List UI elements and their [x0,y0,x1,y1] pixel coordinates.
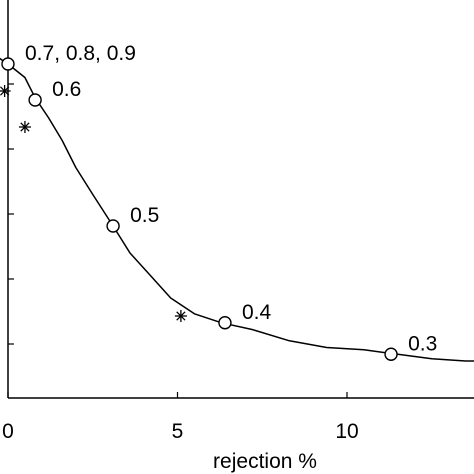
data-point-label: 0.5 [130,204,159,227]
data-point-label: 0.6 [52,78,81,101]
x-tick-label: 0 [2,420,14,443]
series-line [0,57,474,362]
data-point-label: 0.3 [408,332,437,355]
star-stroke [0,86,10,96]
data-point-label: 0.7, 0.8, 0.9 [25,42,136,65]
star-marker [0,85,11,97]
data-point-marker [28,93,42,107]
data-point-marker [106,219,120,233]
axes: 0 5 10 [2,0,474,443]
data-point-label: 0.4 [242,301,272,324]
labels-layer: 0.7, 0.8, 0.9 0.6 0.5 0.4 0.3 [25,42,437,355]
star-marker [174,310,187,322]
x-axis-label: rejection % [213,450,317,473]
star-stroke [20,122,30,132]
star-stroke [176,311,186,321]
markers-layer [1,57,398,361]
curve-layer [0,57,474,362]
data-point-marker [1,57,15,71]
data-point-marker [384,347,398,361]
data-point-marker [218,316,232,330]
x-tick-label: 5 [172,420,184,443]
x-tick-label: 10 [335,420,358,443]
stars-layer [0,85,187,322]
star-marker [18,121,31,133]
